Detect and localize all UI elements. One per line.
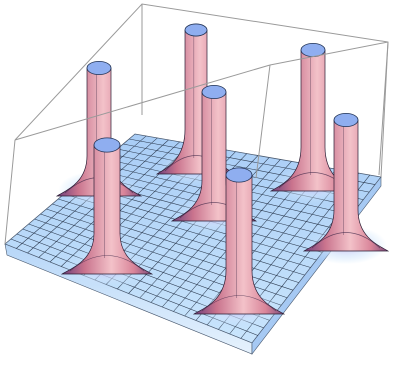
box-front-edges (4, 41, 389, 245)
peak-cap (333, 113, 359, 128)
peak (302, 113, 390, 252)
peak-contour (69, 255, 145, 272)
peak-cap (201, 85, 227, 100)
peak-contour (201, 295, 277, 312)
peak (55, 61, 143, 197)
peaks (55, 23, 390, 315)
peak-contour (311, 232, 381, 249)
peak-column (302, 119, 390, 252)
peak-cap (225, 167, 253, 183)
peak (60, 137, 154, 275)
box-back-edges (14, 3, 389, 176)
box-top-front-edge (14, 41, 389, 141)
peak-column (192, 174, 286, 315)
peak-cap (184, 23, 208, 37)
peak-cap (93, 137, 121, 153)
peak (192, 167, 286, 315)
peak-column (60, 144, 154, 275)
peak-cap (86, 61, 112, 76)
